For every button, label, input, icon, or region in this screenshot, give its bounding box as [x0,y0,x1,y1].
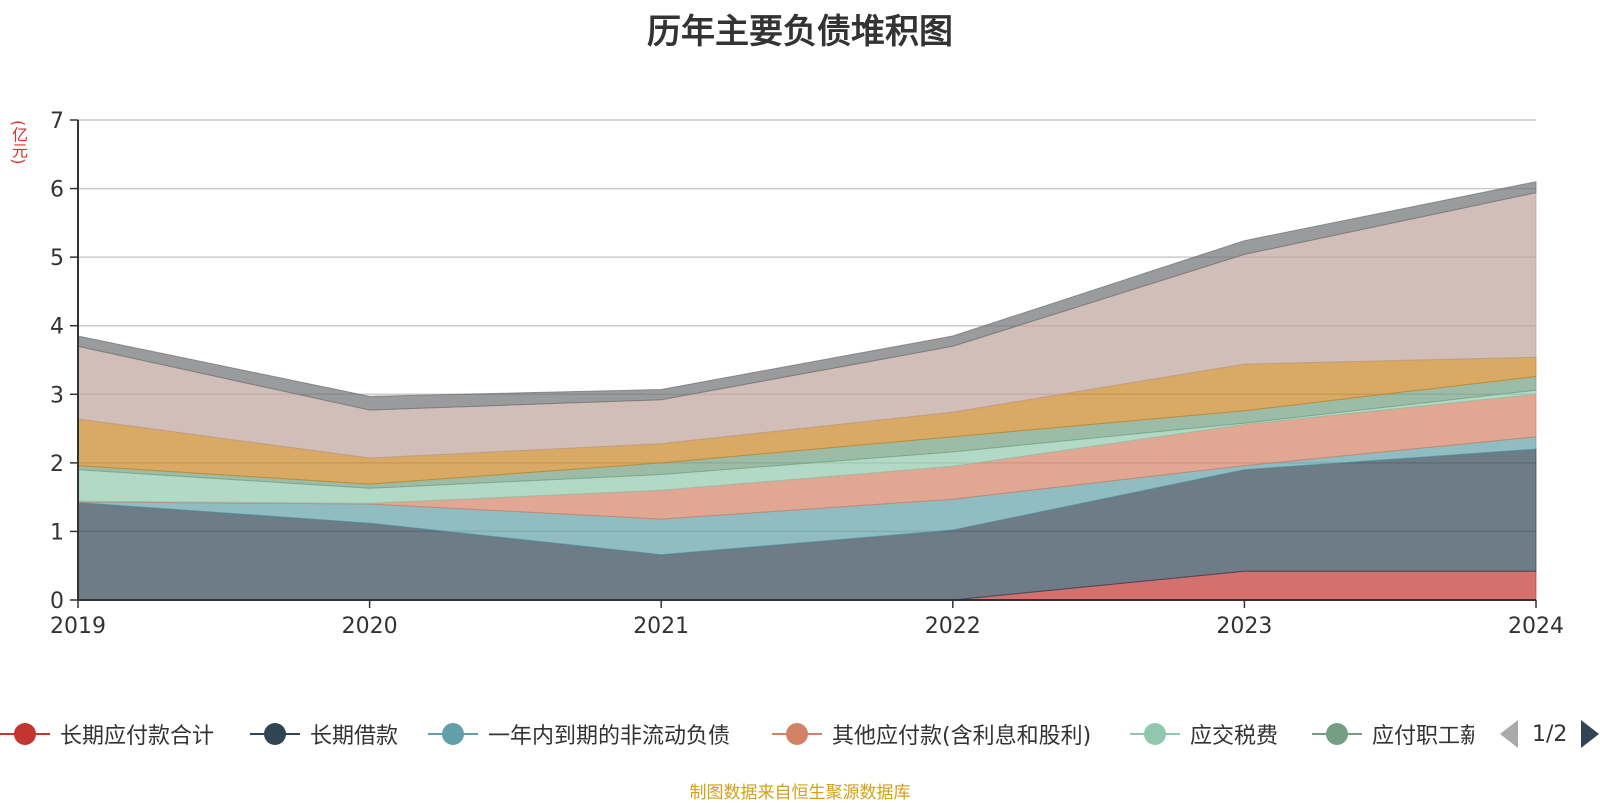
source-note: 制图数据来自恒生聚源数据库 [689,783,911,803]
legend-label: 长期借款 [310,724,399,749]
legend-marker-icon [428,722,478,746]
stacked-area-chart: 0 1 2 3 4 5 6 7 2019 2020 2021 2022 2023 2024 [50,109,1564,639]
x-tick-label: 2019 [50,614,106,639]
legend-marker-icon [1130,722,1180,746]
chart-title: 历年主要负债堆积图 [647,12,953,52]
x-tick-label: 2024 [1508,614,1564,639]
legend-marker-icon [0,722,50,746]
area-series [77,181,1537,601]
y-tick-label: 2 [50,452,64,477]
legend-marker-icon [250,722,300,746]
legend-label: 一年内到期的非流动负债 [488,724,731,749]
y-axis-unit-label: (亿元) [9,120,28,165]
legend-marker-icon [772,722,822,746]
y-tick-label: 7 [50,109,64,134]
y-tick-label: 6 [50,178,64,203]
area-series-9[interactable] [77,181,1537,411]
legend-item[interactable]: 其他应付款(含利息和股利) [772,716,1091,752]
legend-label: 应交税费 [1190,724,1279,749]
axes [70,119,1537,608]
legend-next-page-icon[interactable] [1581,720,1600,748]
y-tick-label: 1 [50,520,64,545]
y-tick-label: 5 [50,246,64,271]
legend-page-indicator: 1/2 [1532,721,1568,747]
tick-labels: 0 1 2 3 4 5 6 7 2019 2020 2021 2022 2023 2024 [50,109,1564,639]
legend-item[interactable]: 应付职工薪酬 [1312,716,1474,752]
y-tick-label: 0 [50,589,64,614]
legend-pager: 1/2 [1500,716,1600,752]
legend-label: 其他应付款(含利息和股利) [832,724,1092,749]
x-tick-label: 2022 [925,614,981,639]
legend-item[interactable]: 长期借款 [250,716,398,752]
x-tick-label: 2023 [1216,614,1272,639]
y-tick-label: 3 [50,383,64,408]
x-tick-label: 2020 [342,614,398,639]
legend-label: 应付职工薪酬 [1372,724,1474,749]
legend-item[interactable]: 长期应付款合计 [0,716,214,752]
legend-label: 长期应付款合计 [60,724,215,749]
legend-marker-icon [1312,722,1362,746]
legend-prev-page-icon[interactable] [1500,720,1518,748]
y-tick-label: 4 [50,315,64,340]
legend: 长期应付款合计 长期借款 一年内到期的非流动负债 其他应付款(含利息和股利) 应交税费 应… [0,716,1600,752]
legend-items: 长期应付款合计 长期借款 一年内到期的非流动负债 其他应付款(含利息和股利) 应交税费 应… [0,716,1474,752]
legend-item[interactable]: 应交税费 [1130,716,1278,752]
x-tick-label: 2021 [633,614,689,639]
legend-item[interactable]: 一年内到期的非流动负债 [428,716,730,752]
